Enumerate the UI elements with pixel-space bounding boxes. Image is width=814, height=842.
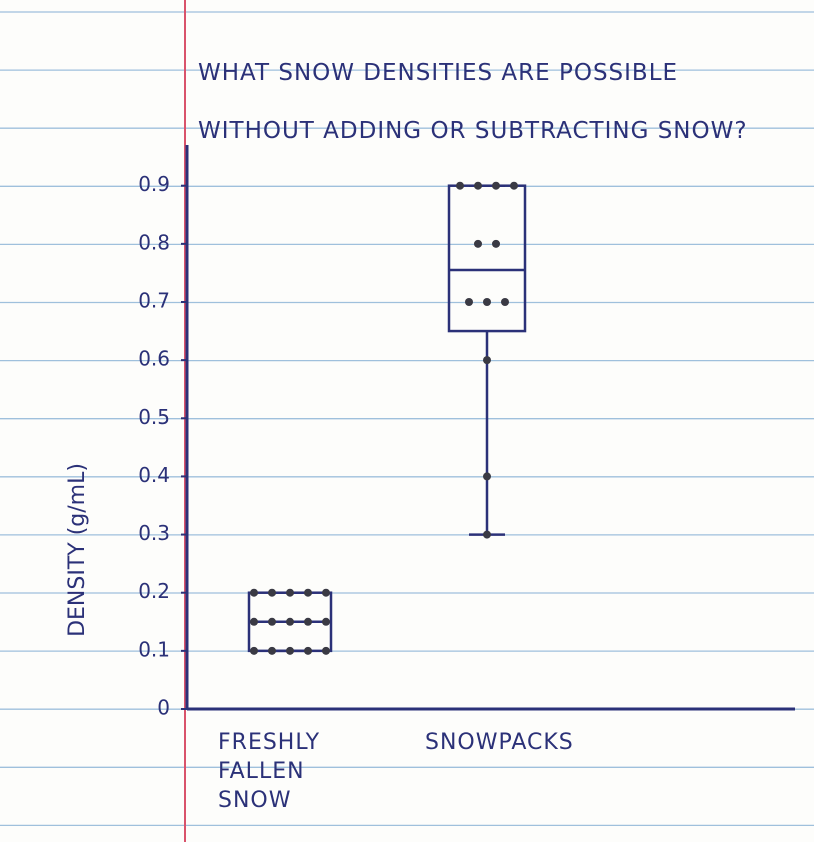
data-point [501,297,509,306]
data-point [286,617,294,626]
data-point [492,181,500,190]
y-tick-label: 0.9 [138,172,170,196]
box [447,184,527,333]
data-point [250,588,258,597]
data-point [456,181,464,190]
data-point [250,617,258,626]
data-point [483,356,491,365]
data-point [304,646,312,655]
data-point [492,239,500,248]
data-point [268,617,276,626]
data-point [474,181,482,190]
data-point [465,297,473,306]
y-tick-label: 0.1 [138,637,170,661]
data-point [304,588,312,597]
y-tick-label: 0.7 [138,288,170,312]
data-point [322,646,330,655]
data-point [268,646,276,655]
data-point [268,588,276,597]
y-tick-label: 0.3 [138,521,170,545]
y-tick-label: 0.4 [138,463,170,487]
data-point [304,617,312,626]
y-tick-label: 0.2 [138,579,170,603]
data-point [286,588,294,597]
y-tick-label: 0.6 [138,347,170,371]
y-tick-label: 0 [157,696,170,720]
data-point [322,588,330,597]
data-point [483,472,491,481]
y-axis-label: DENSITY (g/mL) [65,463,90,637]
y-tick-label: 0.8 [138,230,170,254]
data-point [483,297,491,306]
data-point [510,181,518,190]
category-label: FRESHLY FALLEN SNOW [218,730,321,813]
y-tick-label: 0.5 [138,405,170,429]
chart-title: WHAT SNOW DENSITIES ARE POSSIBLE WITHOUT… [198,60,748,144]
data-point [483,530,491,539]
data-point [250,646,258,655]
category-label: SNOWPACKS [425,730,574,755]
data-point [322,617,330,626]
data-point [474,239,482,248]
data-point [286,646,294,655]
